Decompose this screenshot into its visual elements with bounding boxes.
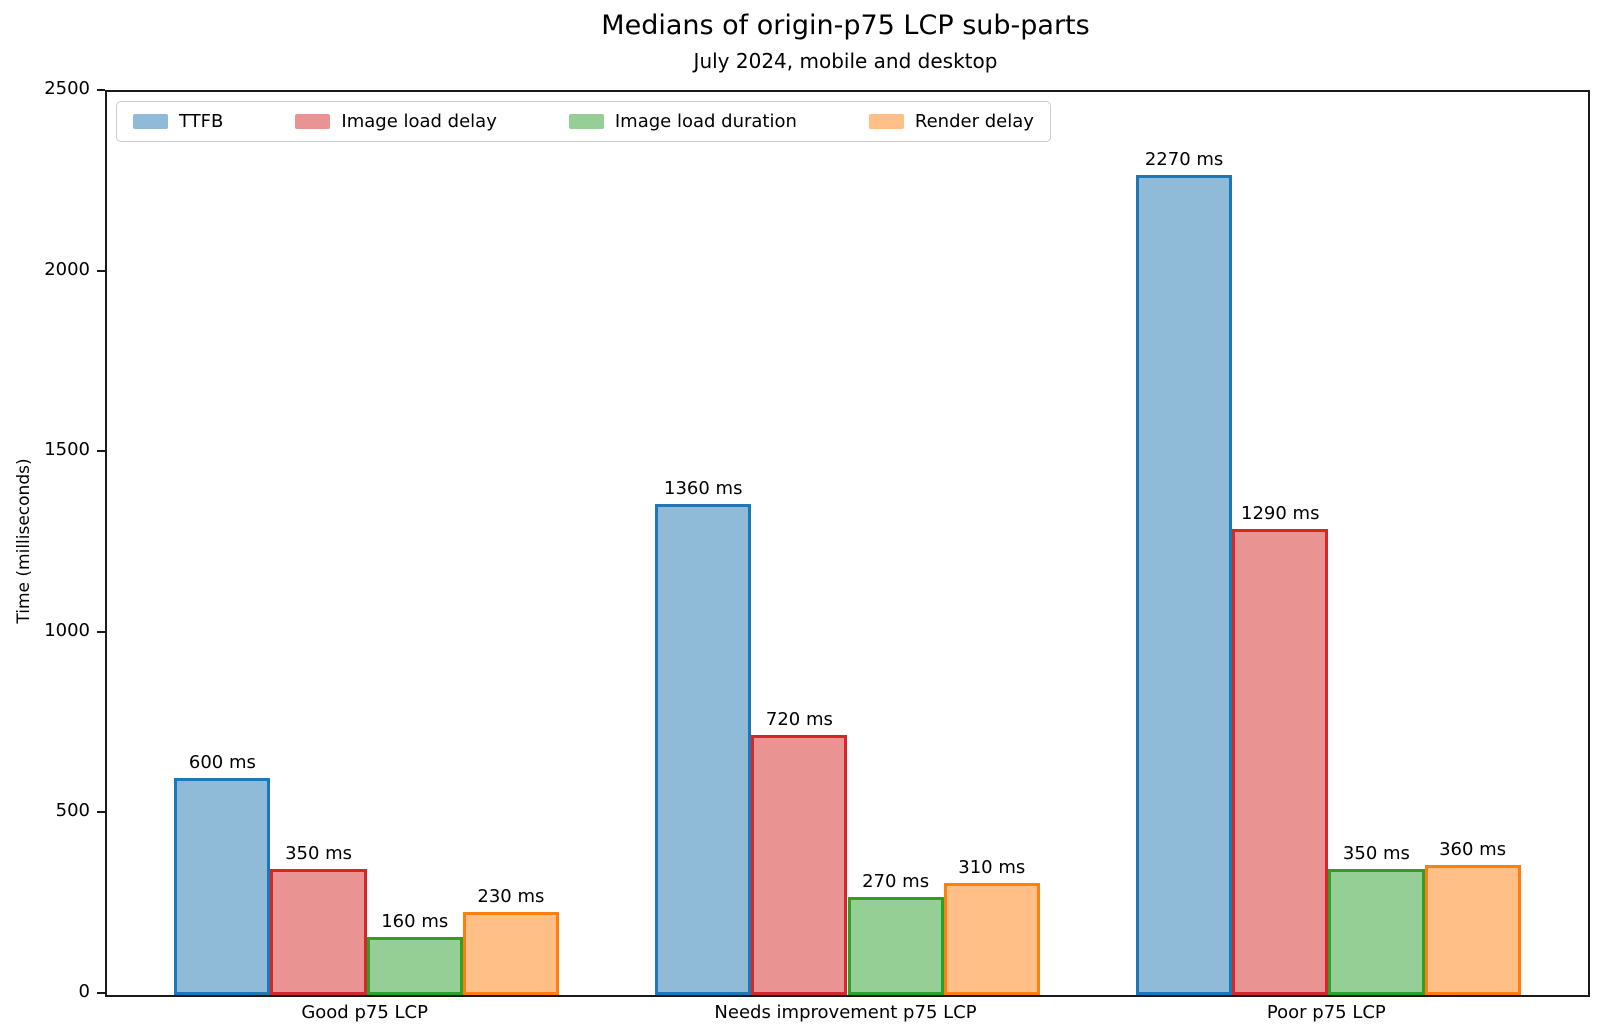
y-tick-mark-500	[97, 811, 105, 814]
legend-item-image-load-delay: Image load delay	[295, 111, 497, 132]
bar-value-label-image-load-delay-good-p75-lcp: 350 ms	[285, 842, 353, 864]
y-tick-mark-1500	[97, 450, 105, 453]
bar-ttfb-good-p75-lcp	[174, 778, 271, 995]
legend-item-render-delay: Render delay	[868, 111, 1034, 132]
bar-value-label-image-load-duration-good-p75-lcp: 160 ms	[381, 911, 449, 933]
bar-image-load-duration-needs-improvement-p75-lcp	[847, 897, 944, 995]
x-tick-label-good-p75-lcp: Good p75 LCP	[301, 1002, 428, 1023]
bar-value-label-image-load-delay-needs-improvement-p75-lcp: 720 ms	[765, 708, 833, 730]
bar-value-label-render-delay-good-p75-lcp: 230 ms	[477, 885, 545, 907]
legend-swatch-icon	[295, 114, 331, 129]
y-tick-label-1000: 1000	[44, 619, 90, 641]
legend-label: Render delay	[914, 111, 1034, 132]
bar-image-load-delay-needs-improvement-p75-lcp	[751, 734, 848, 995]
bar-render-delay-poor-p75-lcp	[1424, 864, 1521, 995]
bar-render-delay-needs-improvement-p75-lcp	[943, 883, 1040, 995]
legend-item-ttfb: TTFB	[133, 111, 223, 132]
legend-swatch-icon	[568, 114, 604, 129]
bar-image-load-duration-poor-p75-lcp	[1328, 868, 1425, 995]
legend-label: Image load delay	[341, 111, 497, 132]
y-tick-label-2500: 2500	[44, 78, 90, 99]
bar-value-label-ttfb-good-p75-lcp: 600 ms	[188, 752, 256, 774]
y-tick-label-1500: 1500	[44, 439, 90, 461]
plot-area: TTFB Image load delay Image load duration R…	[105, 90, 1590, 997]
legend-swatch-icon	[868, 114, 904, 129]
y-tick-label-0: 0	[78, 981, 90, 1002]
y-axis-label: Time (milliseconds)	[14, 458, 34, 624]
x-tick-label-poor-p75-lcp: Poor p75 LCP	[1266, 1002, 1386, 1023]
bar-value-label-render-delay-needs-improvement-p75-lcp: 310 ms	[958, 857, 1026, 879]
bar-image-load-delay-good-p75-lcp	[270, 868, 367, 995]
y-tick-label-500: 500	[55, 800, 90, 822]
chart-title: Medians of origin-p75 LCP sub-parts	[601, 10, 1090, 41]
y-tick-mark-2000	[97, 269, 105, 272]
legend-label: TTFB	[179, 111, 224, 132]
legend-swatch-icon	[133, 114, 168, 129]
bar-value-label-ttfb-poor-p75-lcp: 2270 ms	[1144, 149, 1224, 171]
chart-subtitle: July 2024, mobile and desktop	[693, 49, 998, 73]
legend-label: Image load duration	[614, 111, 797, 132]
bar-ttfb-needs-improvement-p75-lcp	[655, 503, 752, 995]
bar-value-label-image-load-duration-needs-improvement-p75-lcp: 270 ms	[862, 871, 930, 893]
bar-image-load-delay-poor-p75-lcp	[1232, 529, 1329, 995]
y-tick-label-2000: 2000	[44, 258, 90, 280]
bar-value-label-image-load-duration-poor-p75-lcp: 350 ms	[1342, 842, 1410, 864]
bar-ttfb-poor-p75-lcp	[1136, 175, 1233, 995]
legend: TTFB Image load delay Image load duration R…	[116, 101, 1051, 142]
y-tick-mark-0	[97, 992, 105, 994]
bar-image-load-duration-good-p75-lcp	[366, 937, 463, 995]
legend-item-image-load-duration: Image load duration	[568, 111, 797, 132]
bar-value-label-ttfb-needs-improvement-p75-lcp: 1360 ms	[664, 477, 743, 499]
x-tick-label-needs-improvement-p75-lcp: Needs improvement p75 LCP	[714, 1002, 977, 1023]
bar-render-delay-good-p75-lcp	[462, 911, 559, 995]
bar-value-label-image-load-delay-poor-p75-lcp: 1290 ms	[1241, 503, 1320, 525]
y-tick-mark-2500	[97, 89, 105, 91]
y-tick-mark-1000	[97, 630, 105, 633]
bar-value-label-render-delay-poor-p75-lcp: 360 ms	[1439, 838, 1507, 860]
